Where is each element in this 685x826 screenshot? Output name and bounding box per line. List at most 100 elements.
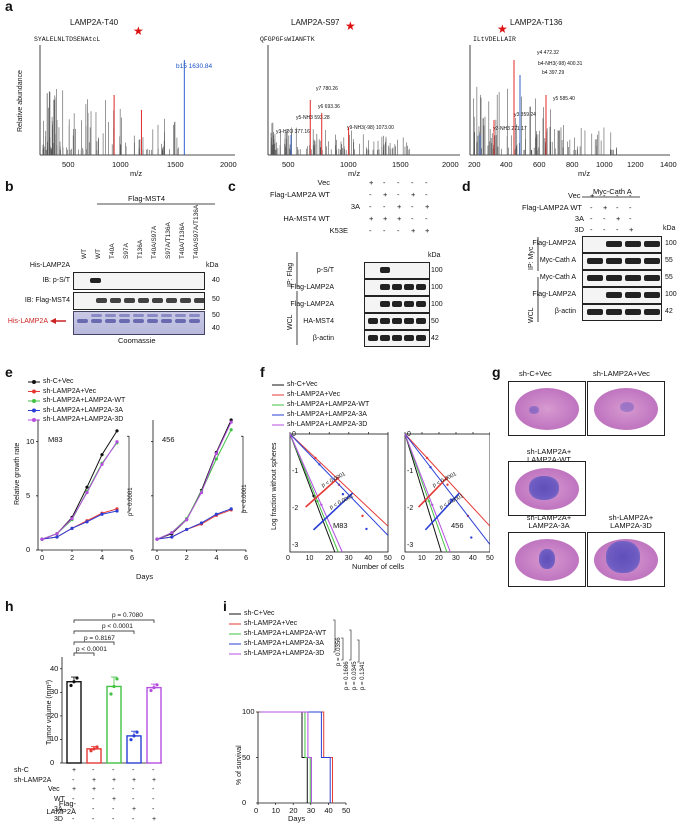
f-fit-line-1-4 bbox=[404, 433, 451, 553]
b-coomassie-gel bbox=[73, 311, 205, 335]
b-coom-band-upper bbox=[105, 314, 116, 317]
h-sig-bracket-1 bbox=[73, 630, 135, 634]
c-mark-0-3: - bbox=[411, 178, 414, 187]
i-sig-bracket-2 bbox=[349, 629, 352, 661]
b-band-flag-mst4 bbox=[138, 298, 149, 303]
f-fit-line-0-3 bbox=[289, 433, 389, 536]
i-legend-item-0: sh-C+Vec bbox=[244, 610, 275, 617]
f-point-0-3-3 bbox=[365, 527, 368, 531]
phospho-star-1: ★ bbox=[133, 24, 144, 38]
f-point-1-1-1 bbox=[425, 456, 429, 460]
d-mark-1-0: - bbox=[590, 203, 593, 212]
h-mark-5-4: + bbox=[152, 816, 157, 823]
e-point-1-3-1 bbox=[170, 535, 174, 539]
f-frame-0 bbox=[289, 433, 389, 553]
f-legend-item-3: sh-LAMP2A+LAMP2A-3A bbox=[287, 411, 367, 418]
h-pvalue-0: p = 0.7080 bbox=[112, 612, 143, 619]
f-legend-item-0: sh-C+Vec bbox=[287, 381, 318, 388]
f-fit-line-1-3 bbox=[404, 433, 490, 545]
i-ylabel: % of survival bbox=[236, 745, 243, 785]
f-point-0-3-1 bbox=[318, 463, 321, 466]
f-arrow-red-0 bbox=[305, 476, 340, 508]
spectrum-3-peak-y2: y2-NH3 271.17 bbox=[493, 126, 527, 132]
e-point-1-2-5 bbox=[229, 428, 233, 432]
c-mark-0-0: + bbox=[369, 178, 374, 187]
e-xlabel: Days bbox=[136, 572, 154, 581]
h-row-label-0: sh-C bbox=[14, 767, 29, 774]
d-mark-0-2: - bbox=[616, 191, 619, 200]
e-xtick-label-0-3: 6 bbox=[130, 553, 135, 562]
c-band bbox=[380, 318, 390, 324]
b-band-flag-mst4 bbox=[166, 298, 177, 303]
spec2-xlabel: m/z bbox=[348, 169, 361, 178]
f-fit-line-0-2 bbox=[289, 433, 339, 553]
e-point-1-4-0 bbox=[155, 537, 159, 541]
f-point-1-3-3 bbox=[470, 536, 473, 539]
spectrum-2-title: LAMP2A-S97 bbox=[291, 18, 340, 27]
d-band bbox=[625, 309, 641, 315]
h-pvalue-1: p < 0.0001 bbox=[102, 623, 133, 630]
spec3-tick-0: 200 bbox=[468, 160, 481, 169]
i-xtick-label-3: 30 bbox=[306, 806, 316, 815]
e-point-0-4-5 bbox=[115, 440, 119, 444]
c-band bbox=[380, 301, 390, 307]
e-point-0-0-4 bbox=[100, 453, 104, 457]
h-mark-3-2: + bbox=[112, 796, 117, 803]
e-ytick-label-0: 0 bbox=[26, 545, 31, 554]
h-mark-0-2: - bbox=[112, 767, 115, 774]
panel-label-a: a bbox=[5, 0, 13, 14]
f-xtick-label-1-3: 30 bbox=[452, 555, 460, 562]
e-ytick-label-2: 10 bbox=[26, 436, 35, 446]
i-xtick-label-2: 20 bbox=[289, 806, 298, 815]
spectrum-3-peak-b4: b4 397.29 bbox=[542, 70, 565, 76]
spec2-tick-0: 500 bbox=[282, 160, 295, 169]
h-group-label: Flag- LAMP2A bbox=[46, 799, 76, 816]
c-kda-1: 100 bbox=[431, 267, 443, 274]
panel-label-g: g bbox=[492, 364, 501, 380]
h-ytick-label-4: 40 bbox=[50, 663, 59, 673]
c-band bbox=[368, 318, 378, 324]
e-series-line-0-3 bbox=[41, 510, 118, 540]
c-cond-label-2: 3A bbox=[350, 202, 360, 211]
e-point-0-4-3 bbox=[85, 490, 89, 495]
b-band-pst-wt bbox=[90, 278, 101, 283]
spec2-tick-1: 1000 bbox=[340, 160, 357, 169]
d-band bbox=[625, 258, 641, 264]
e-xtick-label-0-0: 0 bbox=[40, 553, 45, 562]
d-band bbox=[606, 241, 622, 247]
c-kda-2: 100 bbox=[431, 284, 443, 291]
e-point-0-4-2 bbox=[70, 516, 74, 521]
spectrum-2-peak-y7: y7 780.26 bbox=[316, 86, 338, 92]
c-cond-label-1: Flag-LAMP2A WT bbox=[269, 190, 330, 199]
f-ldas-charts bbox=[289, 432, 490, 553]
h-mark-2-1: + bbox=[92, 786, 97, 793]
c-kda-label: kDa bbox=[428, 252, 441, 259]
h-mark-2-3: - bbox=[132, 786, 135, 793]
d-mark-3-3: + bbox=[629, 225, 634, 234]
c-blot-0 bbox=[364, 262, 430, 279]
c-mark-2-1: - bbox=[383, 202, 386, 211]
c-mark-1-4: - bbox=[425, 190, 428, 199]
spectrum-3-sequence: ILtVDELLAIR bbox=[473, 36, 516, 43]
c-mark-1-3: + bbox=[411, 190, 416, 199]
spec1-tick-3: 2000 bbox=[220, 160, 237, 169]
c-blot-1 bbox=[364, 279, 430, 296]
g-image-wt bbox=[508, 461, 586, 516]
h-ytick-label-2: 20 bbox=[50, 710, 59, 720]
b-coom-band bbox=[119, 319, 130, 323]
spec2-tick-2: 1500 bbox=[392, 160, 409, 169]
i-km-line-3 bbox=[259, 711, 331, 803]
h-mark-5-2: - bbox=[112, 816, 115, 823]
e-point-0-0-3 bbox=[85, 485, 89, 489]
b-coom-band-upper bbox=[175, 314, 186, 317]
d-band bbox=[644, 309, 660, 315]
d-blot-label-myc-wcl: Myc-Cath A bbox=[539, 274, 576, 281]
c-blot-label-actin: β-actin bbox=[312, 335, 334, 342]
d-band bbox=[644, 241, 660, 247]
d-header: Myc-Cath A bbox=[593, 187, 632, 196]
c-mark-4-0: - bbox=[369, 226, 372, 235]
b-blot-pst bbox=[73, 272, 205, 290]
d-mark-1-2: - bbox=[616, 203, 619, 212]
e-point-0-3-1 bbox=[55, 535, 59, 539]
c-blot-label-ha-mst4: HA-MST4 bbox=[303, 318, 334, 325]
